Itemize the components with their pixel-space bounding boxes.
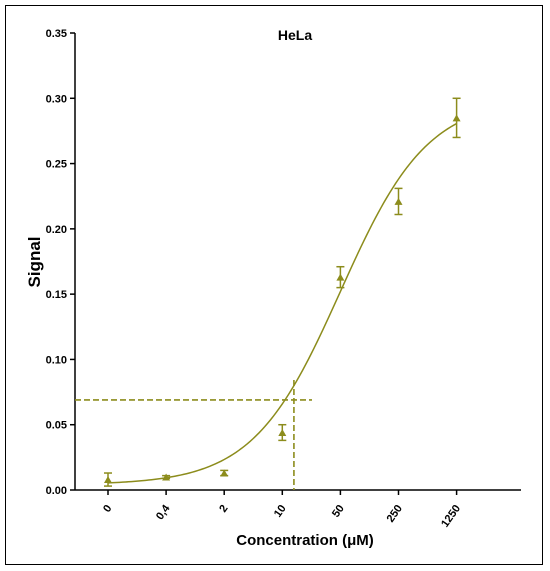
data-point <box>452 114 461 122</box>
x-tick-label: 10 <box>272 503 289 520</box>
data-point <box>278 429 287 437</box>
x-tick-label: 1250 <box>439 503 463 530</box>
axes: 0.00 0.05 0.10 0.15 0.20 0.25 0.30 0.35 0 0,4 2 10 5… <box>46 28 521 530</box>
y-tick-label: 0.25 <box>46 159 67 171</box>
y-tick-label: 0.10 <box>46 354 67 366</box>
x-tick-label: 0 <box>101 503 114 515</box>
y-tick-label: 0.20 <box>46 224 67 236</box>
x-tick-label: 250 <box>385 503 405 525</box>
y-axis-label: Signal <box>25 236 44 287</box>
data-point <box>336 273 345 281</box>
x-axis-label: Concentration (μM) <box>236 532 374 549</box>
y-tick-label: 0.00 <box>46 485 67 497</box>
y-tick-label: 0.35 <box>46 28 67 40</box>
x-tick-label: 0,4 <box>154 502 173 522</box>
data-point <box>394 197 403 205</box>
chart-title: HeLa <box>278 27 312 43</box>
x-tick-label: 2 <box>217 503 230 515</box>
x-tick-label: 50 <box>330 503 347 520</box>
y-tick-label: 0.15 <box>46 289 67 301</box>
data-point <box>220 469 229 477</box>
data-point <box>162 473 171 481</box>
data-point <box>104 476 112 484</box>
y-tick-label: 0.30 <box>46 93 67 105</box>
y-tick-label: 0.05 <box>46 420 67 432</box>
plot-area <box>75 97 461 490</box>
